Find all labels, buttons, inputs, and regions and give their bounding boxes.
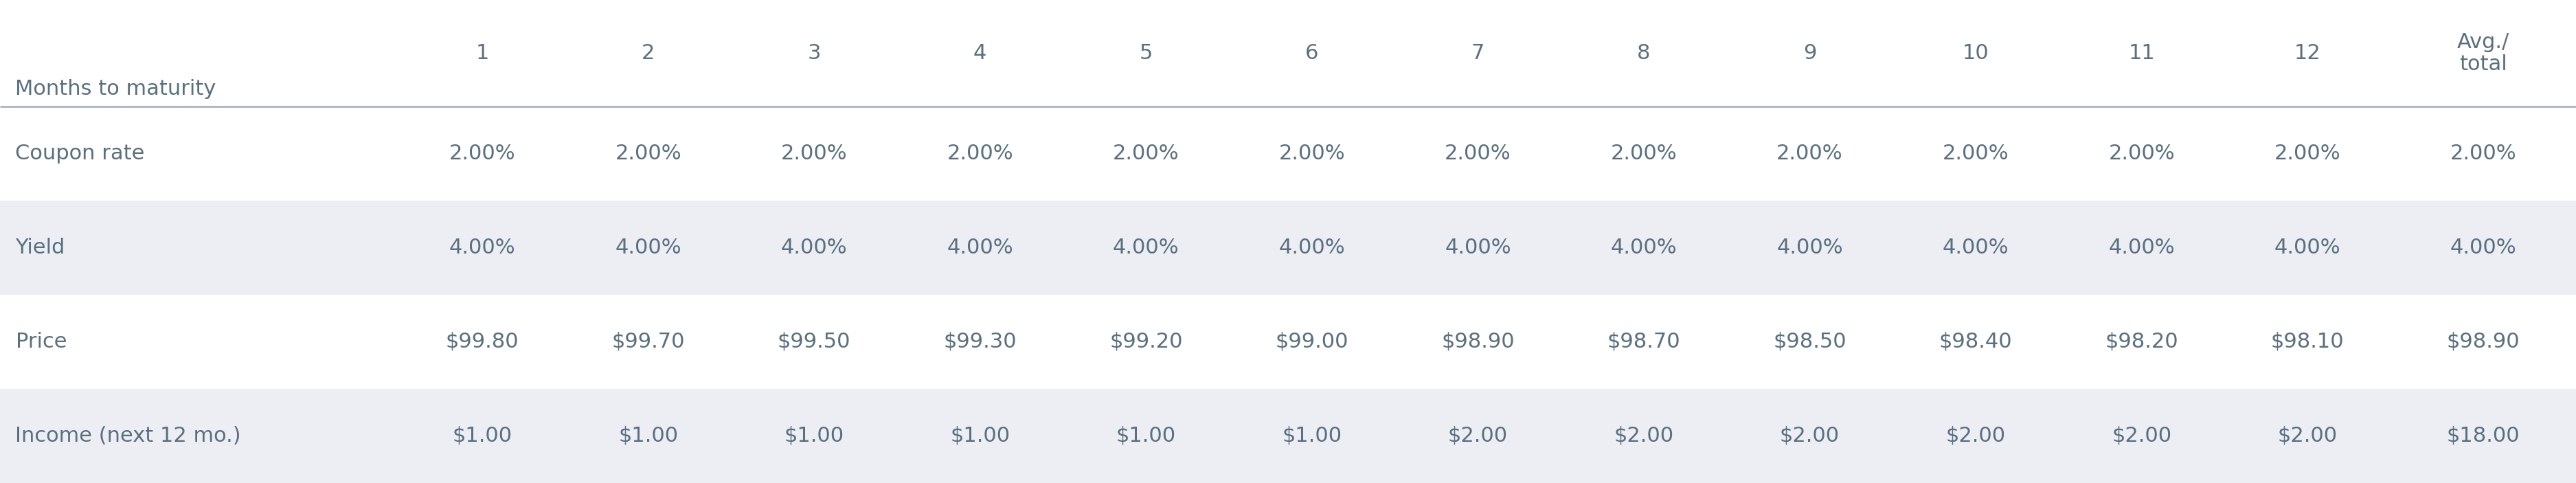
Text: 4.00%: 4.00%: [448, 238, 515, 257]
Text: 2.00%: 2.00%: [1445, 143, 1512, 163]
Text: $99.20: $99.20: [1110, 332, 1182, 352]
Text: $1.00: $1.00: [618, 426, 677, 446]
Text: $2.00: $2.00: [1615, 426, 1674, 446]
Text: $98.40: $98.40: [1940, 332, 2012, 352]
Text: $1.00: $1.00: [1115, 426, 1175, 446]
Text: $2.00: $2.00: [2277, 426, 2336, 446]
Text: 3: 3: [806, 43, 822, 63]
Text: 2.00%: 2.00%: [1278, 143, 1345, 163]
Text: 4.00%: 4.00%: [1113, 238, 1180, 257]
Text: $98.90: $98.90: [2447, 332, 2519, 352]
Text: $98.70: $98.70: [1607, 332, 1680, 352]
Text: 6: 6: [1306, 43, 1319, 63]
Text: 2.00%: 2.00%: [1942, 143, 2009, 163]
Text: 4.00%: 4.00%: [1610, 238, 1677, 257]
Text: 4.00%: 4.00%: [781, 238, 848, 257]
Text: 11: 11: [2128, 43, 2156, 63]
Text: 4.00%: 4.00%: [2450, 238, 2517, 257]
Text: 2.00%: 2.00%: [1610, 143, 1677, 163]
Text: 10: 10: [1963, 43, 1989, 63]
Text: Price: Price: [15, 332, 67, 352]
Text: 2.00%: 2.00%: [2275, 143, 2342, 163]
Text: 2.00%: 2.00%: [2450, 143, 2517, 163]
Text: $1.00: $1.00: [1283, 426, 1342, 446]
Bar: [0, 200, 2576, 295]
Text: $99.30: $99.30: [943, 332, 1018, 352]
Text: 2: 2: [641, 43, 654, 63]
Text: 7: 7: [1471, 43, 1484, 63]
Text: 4.00%: 4.00%: [1445, 238, 1512, 257]
Text: 4.00%: 4.00%: [2107, 238, 2174, 257]
Text: $1.00: $1.00: [951, 426, 1010, 446]
Text: $2.00: $2.00: [1945, 426, 2007, 446]
Text: 4.00%: 4.00%: [1777, 238, 1842, 257]
Text: 2.00%: 2.00%: [1777, 143, 1842, 163]
Text: 2.00%: 2.00%: [1113, 143, 1180, 163]
Text: 2.00%: 2.00%: [448, 143, 515, 163]
Bar: [0, 106, 2576, 200]
Text: 9: 9: [1803, 43, 1816, 63]
Text: Avg./
total: Avg./ total: [2458, 32, 2509, 74]
Text: 4: 4: [974, 43, 987, 63]
Bar: [0, 389, 2576, 483]
Text: 12: 12: [2295, 43, 2321, 63]
Text: $2.00: $2.00: [1448, 426, 1507, 446]
Text: 5: 5: [1139, 43, 1151, 63]
Text: $99.00: $99.00: [1275, 332, 1347, 352]
Bar: [0, 295, 2576, 389]
Text: $99.80: $99.80: [446, 332, 518, 352]
Text: 8: 8: [1638, 43, 1651, 63]
Text: 4.00%: 4.00%: [948, 238, 1012, 257]
Text: $98.90: $98.90: [1440, 332, 1515, 352]
Text: $99.70: $99.70: [611, 332, 685, 352]
Text: $98.10: $98.10: [2272, 332, 2344, 352]
Text: 2.00%: 2.00%: [616, 143, 683, 163]
Text: $99.50: $99.50: [778, 332, 850, 352]
Text: $2.00: $2.00: [2112, 426, 2172, 446]
Text: 1: 1: [477, 43, 489, 63]
Text: $18.00: $18.00: [2447, 426, 2519, 446]
Text: Income (next 12 mo.): Income (next 12 mo.): [15, 426, 242, 446]
Text: 2.00%: 2.00%: [781, 143, 848, 163]
Text: 4.00%: 4.00%: [1278, 238, 1345, 257]
Text: 4.00%: 4.00%: [1942, 238, 2009, 257]
Text: $1.00: $1.00: [783, 426, 845, 446]
Text: $1.00: $1.00: [453, 426, 513, 446]
Text: 4.00%: 4.00%: [616, 238, 683, 257]
Text: 4.00%: 4.00%: [2275, 238, 2342, 257]
Text: 2.00%: 2.00%: [2107, 143, 2174, 163]
Text: Yield: Yield: [15, 238, 64, 257]
Text: $98.50: $98.50: [1772, 332, 1847, 352]
Text: Months to maturity: Months to maturity: [15, 79, 216, 99]
Text: $2.00: $2.00: [1780, 426, 1839, 446]
Text: $98.20: $98.20: [2105, 332, 2179, 352]
Text: 2.00%: 2.00%: [948, 143, 1012, 163]
Text: Coupon rate: Coupon rate: [15, 143, 144, 163]
